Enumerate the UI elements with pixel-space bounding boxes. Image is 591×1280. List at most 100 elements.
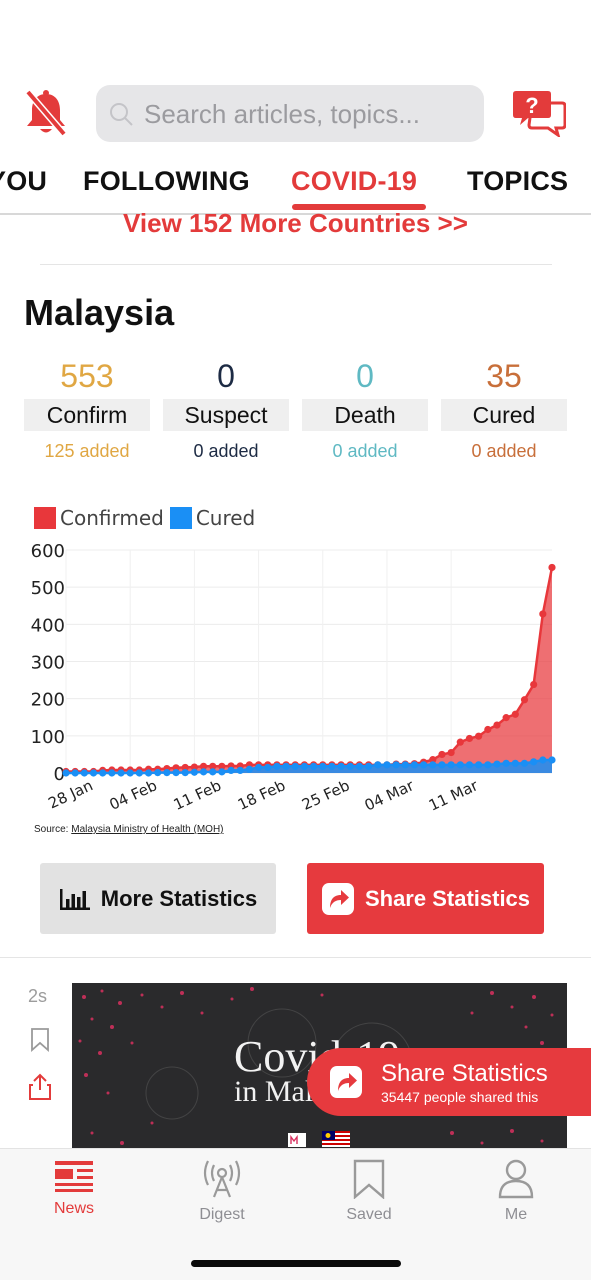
data-point-cured xyxy=(484,761,492,769)
data-point-cured xyxy=(117,769,125,777)
antenna-icon xyxy=(203,1160,241,1198)
divider xyxy=(0,957,591,958)
data-point-cured xyxy=(300,762,309,770)
stat-label: Confirm xyxy=(24,399,150,431)
bell-off-icon xyxy=(25,89,67,137)
publisher-logo-icon xyxy=(288,1133,306,1147)
data-point-cured xyxy=(199,768,208,776)
more-statistics-button[interactable]: More Statistics xyxy=(40,863,276,934)
data-point-cured xyxy=(337,762,345,770)
data-point-cured xyxy=(218,768,226,776)
stat-death: 0 Death 0 added xyxy=(302,356,428,462)
stat-confirm: 553 Confirm 125 added xyxy=(24,356,150,462)
data-point-confirmed xyxy=(209,762,217,770)
data-point-cured xyxy=(465,761,474,769)
legend-confirmed[interactable]: Confirmed xyxy=(34,506,164,530)
legend-label: Confirmed xyxy=(60,506,164,530)
question-chat-icon: ? xyxy=(513,91,567,139)
data-point-cured xyxy=(502,759,510,767)
stat-added: 0 added xyxy=(471,441,537,461)
data-point-cured xyxy=(328,762,336,770)
data-point-confirmed xyxy=(475,732,483,740)
data-point-cured xyxy=(245,765,253,773)
nav-digest[interactable]: Digest xyxy=(172,1159,272,1224)
country-title: Malaysia xyxy=(24,292,175,333)
data-point-confirmed xyxy=(484,725,492,734)
data-point-cured xyxy=(511,759,519,767)
data-point-cured xyxy=(282,762,290,770)
article-share-button[interactable] xyxy=(28,1073,52,1106)
data-point-cured xyxy=(126,769,134,777)
floating-share-title: Share Statistics xyxy=(381,1060,548,1087)
data-point-confirmed xyxy=(190,763,198,771)
data-point-confirmed xyxy=(502,714,510,722)
share-arrow-icon xyxy=(321,882,354,915)
tab-covid-19[interactable]: COVID-19 xyxy=(291,166,418,196)
stat-suspect: 0 Suspect 0 added xyxy=(163,356,289,462)
source-link[interactable]: Malaysia Ministry of Health (MOH) xyxy=(71,824,224,835)
share-arrow-icon xyxy=(330,1066,362,1098)
category-tabs: YOU FOLLOWING COVID-19 TOPICS xyxy=(0,160,591,215)
stat-label: Cured xyxy=(441,399,567,431)
nav-saved[interactable]: Saved xyxy=(319,1159,419,1224)
legend-swatch xyxy=(34,507,56,529)
data-point-cured xyxy=(548,756,556,764)
bookmark-icon xyxy=(31,1028,49,1052)
data-point-cured xyxy=(89,769,98,777)
nav-news[interactable]: News xyxy=(24,1159,124,1218)
chart-legend: Confirmed Cured xyxy=(34,506,261,530)
tab-following[interactable]: FOLLOWING xyxy=(83,166,250,196)
search-placeholder: Search articles, topics... xyxy=(144,99,420,129)
stat-value: 0 xyxy=(356,358,374,394)
data-point-cured xyxy=(475,761,483,769)
data-point-confirmed xyxy=(493,721,501,729)
active-tab-indicator xyxy=(292,204,426,210)
notifications-muted-button[interactable] xyxy=(22,88,70,138)
y-tick-label: 200 xyxy=(31,690,65,711)
article-bookmark-button[interactable] xyxy=(30,1028,50,1057)
data-point-cured xyxy=(135,769,143,777)
tab-you[interactable]: YOU xyxy=(0,166,48,196)
floating-share-statistics-button[interactable]: Share Statistics 35447 people shared thi… xyxy=(307,1048,591,1116)
chart-source: Source: Malaysia Ministry of Health (MOH… xyxy=(34,824,224,835)
bookmark-icon xyxy=(353,1159,385,1200)
y-tick-label: 600 xyxy=(31,541,65,562)
data-point-cured xyxy=(62,769,70,777)
bar-chart-icon xyxy=(59,888,90,910)
nav-label: Me xyxy=(504,1206,528,1223)
stat-added: 125 added xyxy=(44,441,130,461)
help-chat-button[interactable]: ? xyxy=(512,89,567,139)
share-statistics-label: Share Statistics xyxy=(364,885,531,911)
nav-me[interactable]: Me xyxy=(466,1159,566,1224)
data-point-confirmed xyxy=(548,563,556,572)
x-tick-label: 11 Feb xyxy=(171,776,224,814)
tab-topics[interactable]: TOPICS xyxy=(467,166,569,196)
stat-value: 553 xyxy=(60,358,114,394)
data-point-cured xyxy=(539,756,547,764)
data-point-cured xyxy=(447,761,455,769)
data-point-cured xyxy=(144,769,153,777)
share-icon xyxy=(29,1073,51,1100)
data-point-cured xyxy=(154,769,162,777)
data-point-confirmed xyxy=(447,748,455,757)
data-point-cured xyxy=(456,761,464,769)
stat-value: 35 xyxy=(486,358,522,394)
legend-swatch xyxy=(169,507,192,529)
y-tick-label: 300 xyxy=(31,653,65,674)
article-age: 2s xyxy=(28,986,48,1006)
y-tick-label: 400 xyxy=(31,615,65,636)
data-point-cured xyxy=(99,769,107,777)
x-tick-label: 11 Mar xyxy=(426,776,482,815)
view-more-countries-link[interactable]: View 152 More Countries >> xyxy=(123,208,468,238)
search-bar[interactable]: Search articles, topics... xyxy=(96,85,484,142)
share-statistics-button[interactable]: Share Statistics xyxy=(307,863,544,934)
more-statistics-label: More Statistics xyxy=(100,885,258,911)
data-point-confirmed xyxy=(199,762,208,770)
floating-share-count: 35447 people shared this xyxy=(381,1089,539,1105)
data-point-cured xyxy=(209,768,217,776)
stat-cured: 35 Cured 0 added xyxy=(441,356,567,462)
person-icon xyxy=(498,1159,534,1199)
legend-cured[interactable]: Cured xyxy=(169,506,255,530)
home-indicator xyxy=(191,1260,401,1267)
data-point-cured xyxy=(291,762,299,770)
